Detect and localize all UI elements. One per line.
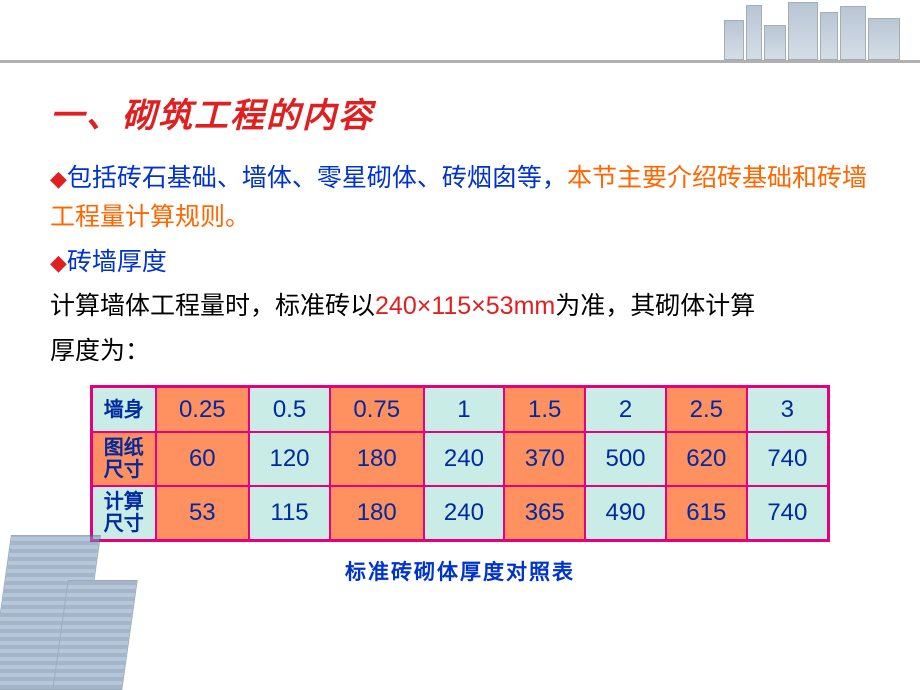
table-cell: 490	[585, 486, 666, 541]
table-cell: 120	[249, 432, 330, 486]
table-wrap: 墙身0.250.50.7511.522.53图纸尺寸60120180240370…	[90, 385, 830, 587]
row-header: 墙身	[92, 386, 156, 432]
line3-pre: 计算墙体工程量时，标准砖以	[50, 292, 375, 320]
bullet-1: ◆包括砖石基础、墙体、零星砌体、砖烟囱等，本节主要介绍砖基础和砖墙工程量计算规则…	[50, 159, 870, 237]
table-cell: 60	[156, 432, 250, 486]
table-cell: 2	[585, 386, 666, 432]
table-cell: 240	[424, 486, 505, 541]
diamond-icon: ◆	[50, 166, 67, 191]
table-caption: 标准砖砌体厚度对照表	[90, 556, 830, 586]
table-cell: 620	[666, 432, 747, 486]
top-divider	[0, 60, 920, 63]
table-cell: 240	[424, 432, 505, 486]
table-row: 墙身0.250.50.7511.522.53	[92, 386, 829, 432]
table-row: 计算尺寸53115180240365490615740	[92, 486, 829, 541]
table-cell: 180	[330, 486, 424, 541]
table-cell: 0.5	[249, 386, 330, 432]
table-cell: 0.75	[330, 386, 424, 432]
table-cell: 740	[747, 486, 829, 541]
decorative-skyline-top	[660, 0, 920, 60]
slide-title: 一、砌筑工程的内容	[50, 88, 870, 137]
table-cell: 1.5	[504, 386, 585, 432]
line-3: 计算墙体工程量时，标准砖以240×115×53mm为准，其砌体计算	[50, 287, 870, 326]
table-cell: 0.25	[156, 386, 250, 432]
table-cell: 115	[249, 486, 330, 541]
table-cell: 370	[504, 432, 585, 486]
line3-post: 为准，其砌体计算	[555, 292, 755, 320]
table-cell: 740	[747, 432, 829, 486]
bullet-2: ◆砖墙厚度	[50, 243, 870, 282]
decorative-building-bottom	[0, 530, 150, 690]
bullet2-label: 砖墙厚度	[67, 248, 167, 276]
table-row: 图纸尺寸60120180240370500620740	[92, 432, 829, 486]
table-cell: 2.5	[666, 386, 747, 432]
table-cell: 1	[424, 386, 505, 432]
table-cell: 53	[156, 486, 250, 541]
brick-spec: 240×115×53mm	[375, 292, 555, 320]
table-cell: 180	[330, 432, 424, 486]
bullet1-text-a: 包括砖石基础、墙体、零星砌体、砖烟囱等，	[67, 164, 567, 192]
table-cell: 365	[504, 486, 585, 541]
thickness-table: 墙身0.250.50.7511.522.53图纸尺寸60120180240370…	[90, 385, 830, 543]
table-cell: 615	[666, 486, 747, 541]
row-header: 图纸尺寸	[92, 432, 156, 486]
table-cell: 3	[747, 386, 829, 432]
diamond-icon: ◆	[50, 250, 67, 275]
table-cell: 500	[585, 432, 666, 486]
slide-content: 一、砌筑工程的内容 ◆包括砖石基础、墙体、零星砌体、砖烟囱等，本节主要介绍砖基础…	[0, 0, 920, 586]
line-4: 厚度为：	[50, 332, 870, 371]
